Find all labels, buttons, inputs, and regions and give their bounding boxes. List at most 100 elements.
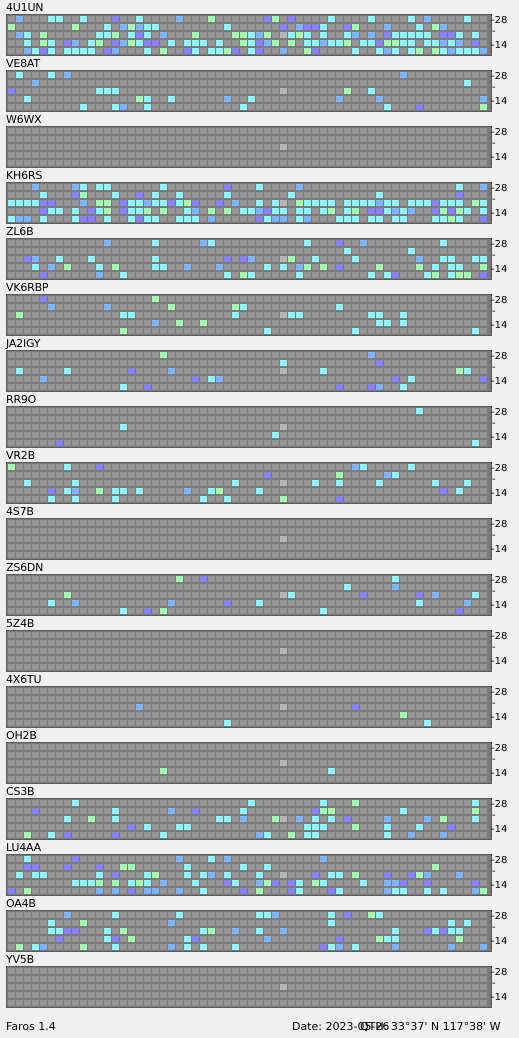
grid-cell	[112, 864, 119, 870]
grid-cell	[424, 16, 431, 22]
grid-cell	[144, 352, 151, 358]
grid-cell	[472, 440, 479, 446]
grid-cell	[264, 872, 271, 878]
grid-cell	[104, 592, 111, 598]
grid-cell	[64, 144, 71, 150]
grid-cell	[248, 80, 255, 86]
grid-cell	[128, 744, 135, 750]
grid-cell	[416, 304, 423, 310]
grid-svg	[8, 912, 487, 950]
grid-cell	[184, 552, 191, 558]
grid-cell	[416, 824, 423, 830]
grid-cell	[344, 464, 351, 470]
grid-cell	[152, 408, 159, 414]
grid-cell	[192, 696, 199, 702]
grid-cell	[312, 296, 319, 302]
grid-cell	[288, 88, 295, 94]
grid-cell	[240, 312, 247, 318]
grid-cell	[112, 216, 119, 222]
grid-cell	[232, 72, 239, 78]
grid-cell	[376, 744, 383, 750]
grid-cell	[352, 352, 359, 358]
grid-cell	[344, 248, 351, 254]
grid-cell	[344, 552, 351, 558]
grid-cell	[8, 888, 15, 894]
grid-cell	[16, 80, 23, 86]
grid-cell	[56, 768, 63, 774]
grid-cell	[424, 360, 431, 366]
grid-cell	[384, 640, 391, 646]
grid-cell	[376, 712, 383, 718]
grid-cell	[400, 800, 407, 806]
grid-cell	[24, 432, 31, 438]
grid-cell	[160, 424, 167, 430]
grid-cell	[448, 88, 455, 94]
grid-cell	[352, 688, 359, 694]
grid-cell	[8, 16, 15, 22]
grid-cell	[328, 80, 335, 86]
grid-cell	[184, 584, 191, 590]
grid-cell	[168, 96, 175, 102]
grid-cell	[336, 440, 343, 446]
grid-cell	[464, 328, 471, 334]
grid-cell	[104, 808, 111, 814]
grid-cell	[448, 128, 455, 134]
grid-cell	[200, 800, 207, 806]
grid-cell	[96, 816, 103, 822]
grid-cell	[336, 272, 343, 278]
grid-cell	[168, 464, 175, 470]
grid-cell	[48, 192, 55, 198]
grid-cell	[144, 312, 151, 318]
grid-cell	[176, 312, 183, 318]
grid-cell	[344, 264, 351, 270]
grid-cell	[336, 360, 343, 366]
grid-cell	[416, 608, 423, 614]
grid-cell	[168, 520, 175, 526]
grid-cell	[224, 440, 231, 446]
grid-cell	[200, 600, 207, 606]
grid-cell	[232, 312, 239, 318]
grid-cell	[400, 712, 407, 718]
grid-cell	[56, 352, 63, 358]
grid-cell	[32, 704, 39, 710]
grid-cell	[432, 544, 439, 550]
grid-cell	[232, 408, 239, 414]
grid-cell	[248, 376, 255, 382]
grid-cell	[448, 824, 455, 830]
grid-cell	[168, 712, 175, 718]
grid-cell	[416, 216, 423, 222]
grid-cell	[176, 800, 183, 806]
grid-cell	[384, 472, 391, 478]
grid-cell	[384, 600, 391, 606]
grid-cell	[464, 200, 471, 206]
grid-cell	[320, 24, 327, 30]
grid-cell	[128, 544, 135, 550]
grid-cell	[16, 824, 23, 830]
grid-cell	[440, 416, 447, 422]
grid-cell	[104, 648, 111, 654]
grid-cell	[152, 584, 159, 590]
grid-cell	[200, 432, 207, 438]
grid-cell	[168, 576, 175, 582]
grid-cell	[272, 440, 279, 446]
grid-cell	[264, 16, 271, 22]
grid-cell	[352, 80, 359, 86]
grid-cell	[432, 776, 439, 782]
grid-cell	[472, 48, 479, 54]
grid-cell	[312, 384, 319, 390]
grid-cell	[448, 328, 455, 334]
grid-cell	[256, 544, 263, 550]
grid-cell	[24, 184, 31, 190]
grid-cell	[248, 520, 255, 526]
grid-cell	[288, 32, 295, 38]
grid-cell	[472, 544, 479, 550]
grid-cell	[152, 712, 159, 718]
grid-cell	[120, 40, 127, 46]
grid-cell	[272, 800, 279, 806]
grid-cell	[384, 800, 391, 806]
grid-cell	[120, 304, 127, 310]
grid-cell	[40, 688, 47, 694]
grid-cell	[56, 552, 63, 558]
grid-cell	[408, 664, 415, 670]
grid-cell	[248, 48, 255, 54]
